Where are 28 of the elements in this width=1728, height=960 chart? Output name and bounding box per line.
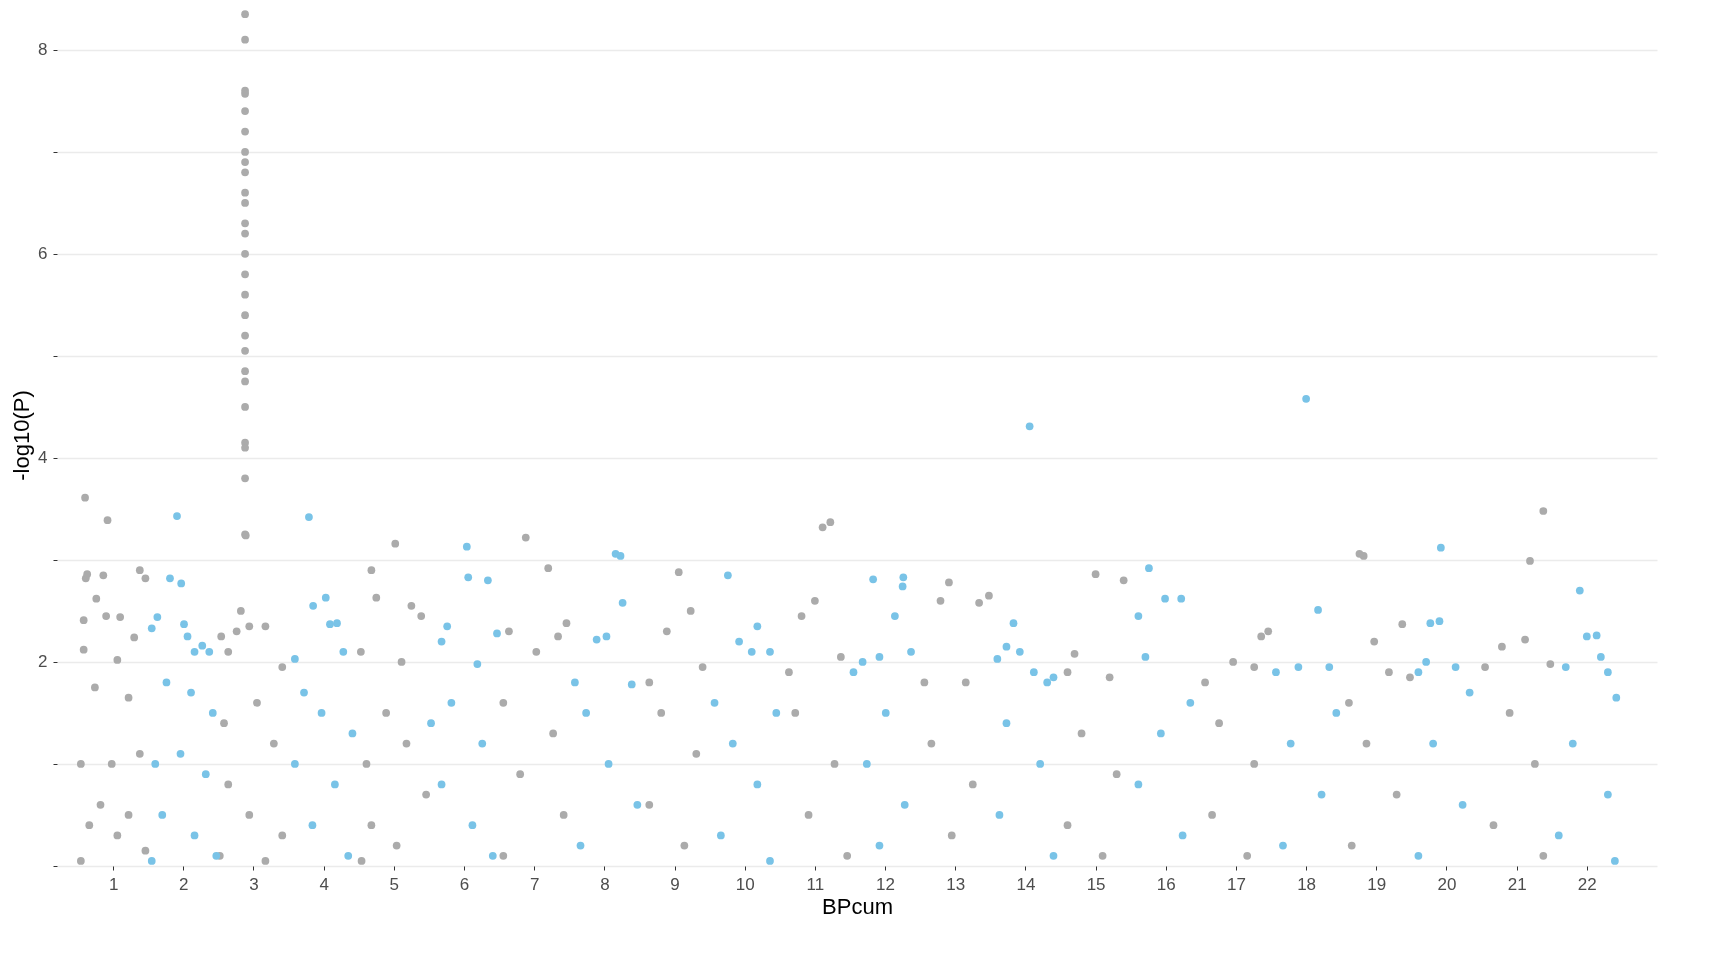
x-tick-label: 19 bbox=[1367, 874, 1387, 894]
x-tick-label: 18 bbox=[1297, 874, 1317, 894]
x-tick-label: 12 bbox=[876, 874, 896, 894]
y-axis-title: -log10(P) bbox=[9, 390, 35, 481]
x-tick-label: 20 bbox=[1437, 874, 1457, 894]
x-tick-label: 16 bbox=[1156, 874, 1176, 894]
x-tick-label: 22 bbox=[1577, 874, 1597, 894]
x-tick-label: 1 bbox=[108, 874, 119, 894]
x-tick-label: 6 bbox=[459, 874, 470, 894]
x-tick-label: 14 bbox=[1016, 874, 1036, 894]
x-tick-label: 2 bbox=[179, 874, 189, 894]
x-tick-label: 17 bbox=[1226, 874, 1246, 894]
x-tick-label: 9 bbox=[670, 874, 680, 894]
x-tick-label: 4 bbox=[319, 874, 329, 894]
x-tick-label: 3 bbox=[249, 874, 259, 894]
x-tick-label: 5 bbox=[389, 874, 400, 894]
y-tick-label: 4 bbox=[38, 448, 48, 468]
x-axis-title: BPcum bbox=[822, 893, 893, 919]
x-tick-label: 7 bbox=[529, 874, 540, 894]
y-tick-label: 6 bbox=[38, 244, 48, 264]
y-tick-label: 8 bbox=[38, 40, 48, 60]
x-tick-label: 15 bbox=[1086, 874, 1106, 894]
x-tick-label: 8 bbox=[600, 874, 610, 894]
x-tick-label: 10 bbox=[735, 874, 755, 894]
x-tick-label: 11 bbox=[806, 874, 825, 894]
x-tick-label: 21 bbox=[1507, 874, 1527, 894]
x-tick-label: 13 bbox=[946, 874, 966, 894]
y-tick-label: 2 bbox=[38, 652, 48, 672]
